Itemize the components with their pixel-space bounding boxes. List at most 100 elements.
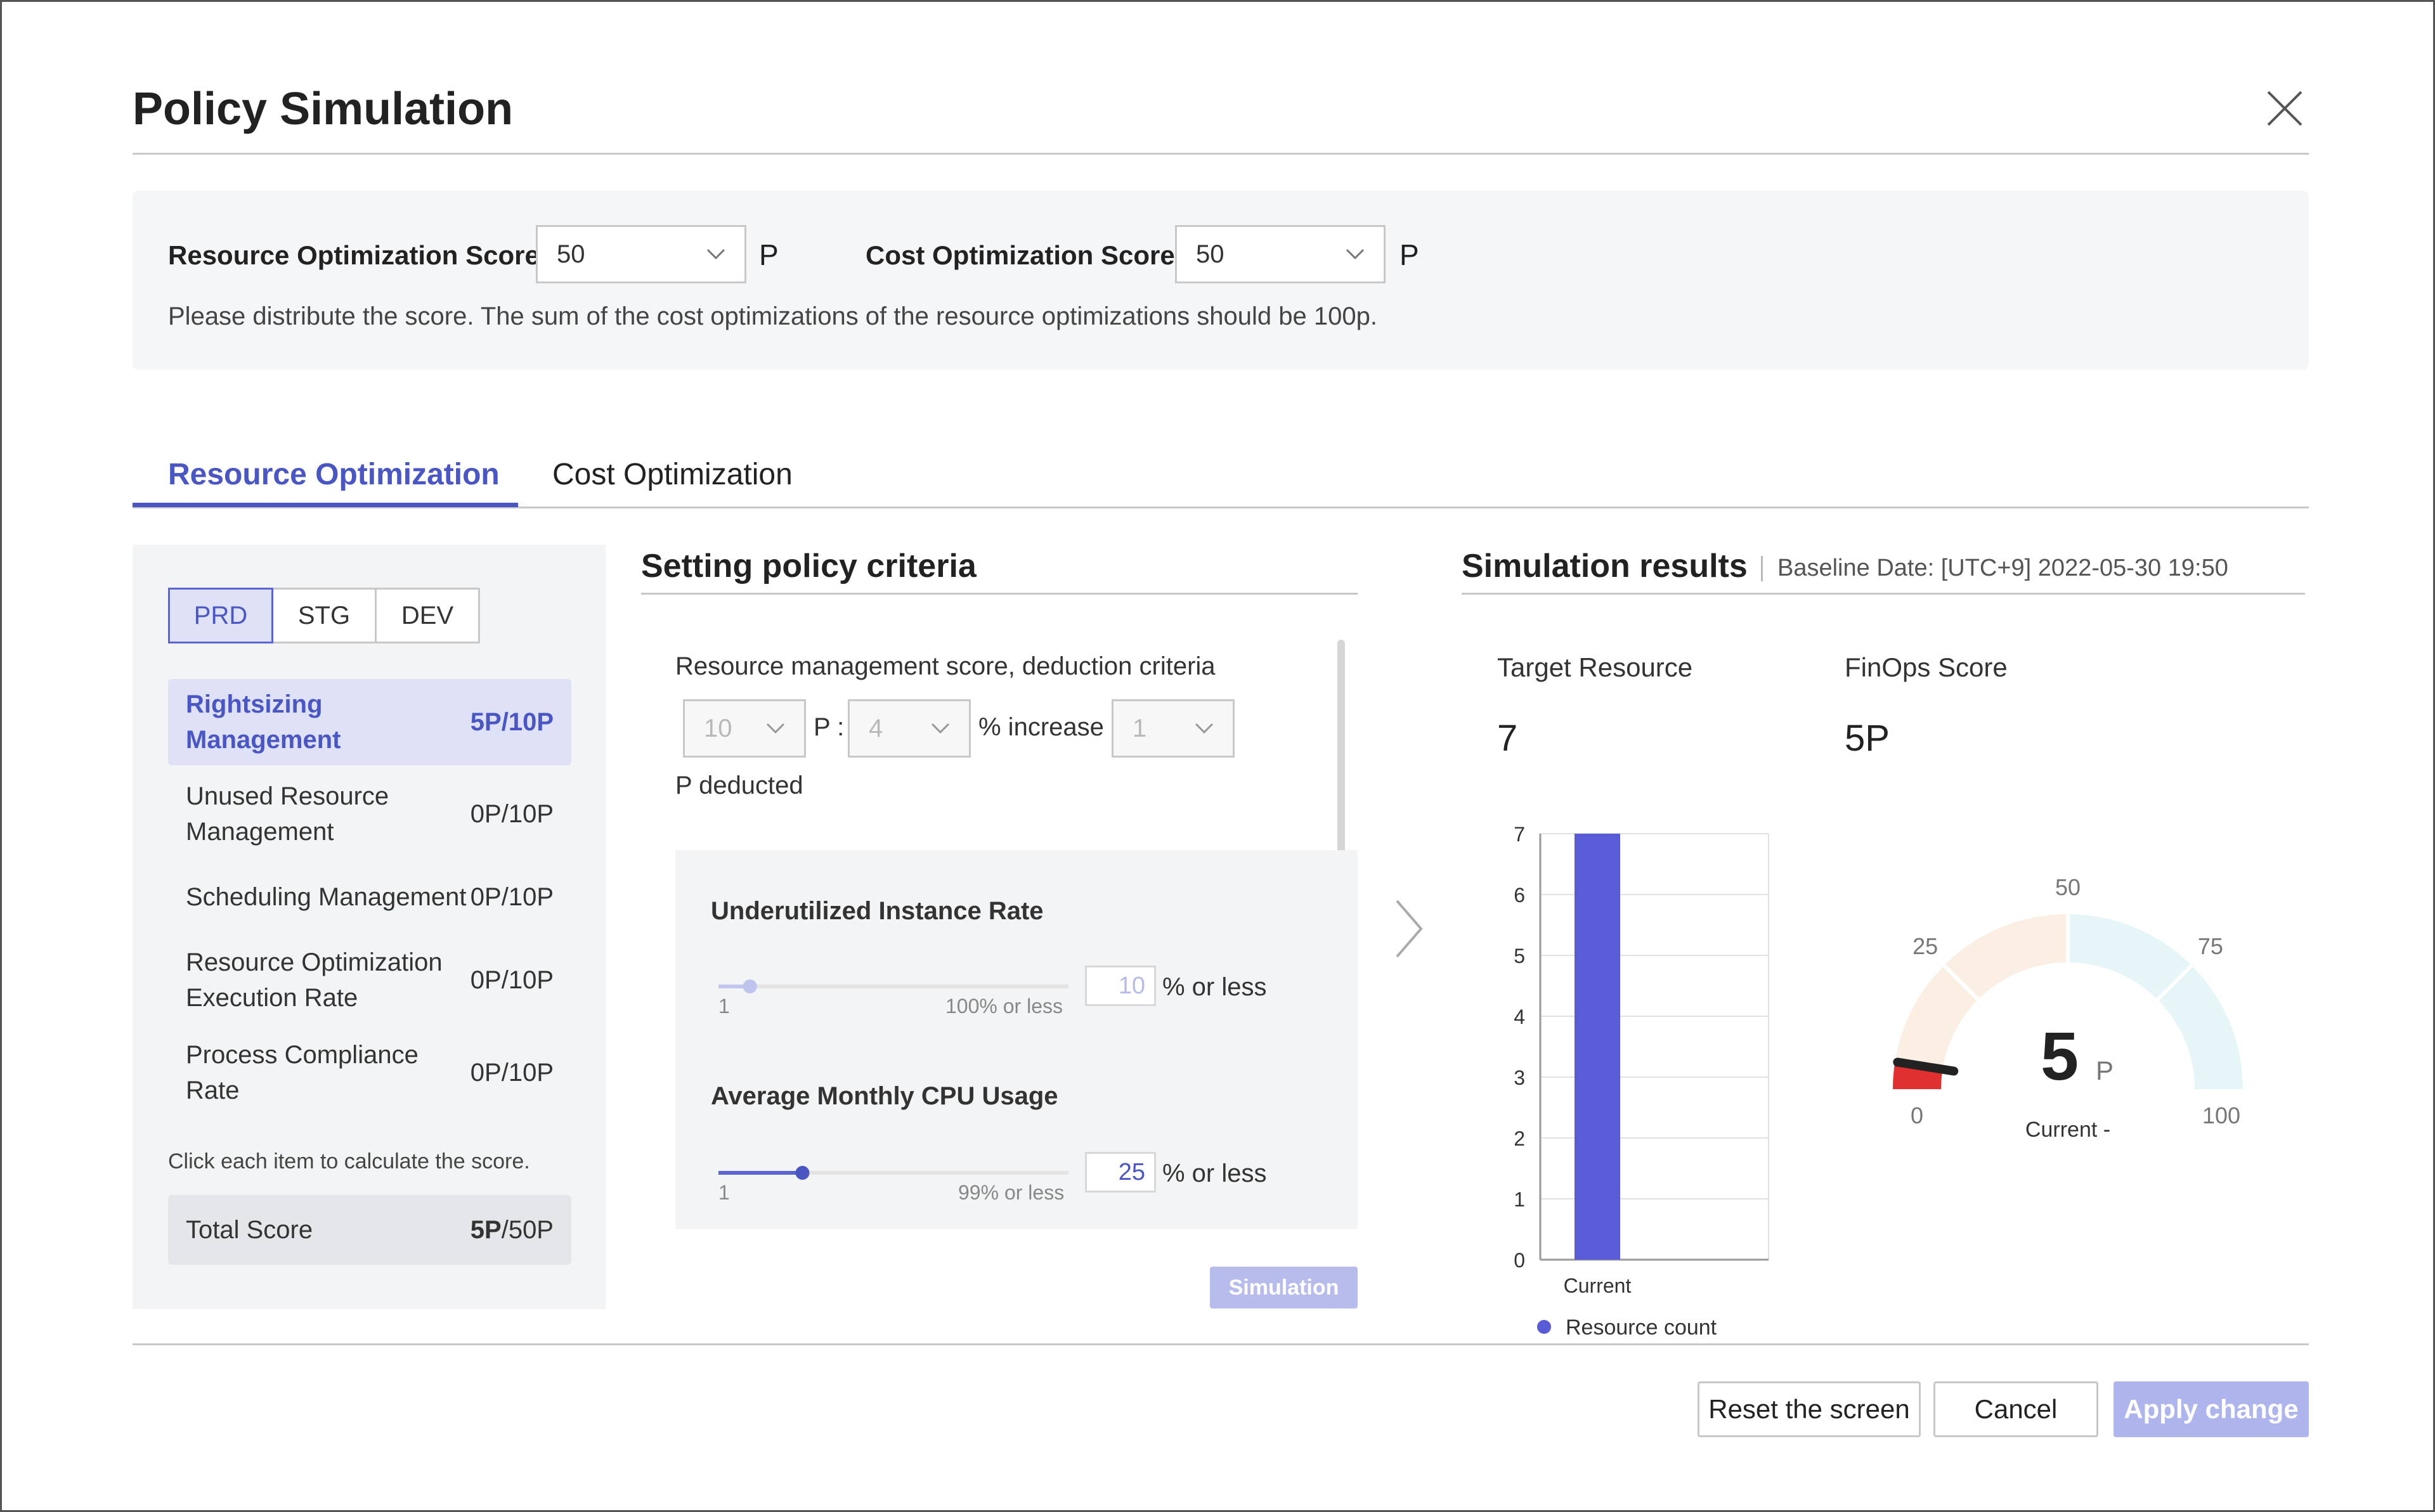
underutilized-rate-input[interactable]: 10 xyxy=(1085,966,1156,1006)
criteria-score: 5P/10P xyxy=(470,708,554,736)
criteria-name: Resource Optimization Execution Rate xyxy=(186,948,443,1012)
finops-score-label: FinOps Score xyxy=(1845,652,2008,682)
gauge-needle xyxy=(1893,1057,1959,1076)
score-note: Please distribute the score. The sum of … xyxy=(168,302,1377,330)
increase-percent-select[interactable]: 4 xyxy=(848,699,971,758)
criteria-name: Rightsizing Management xyxy=(186,690,341,754)
deduction-point-select[interactable]: 10 xyxy=(683,699,806,758)
x-tick-label: Current xyxy=(1564,1274,1632,1297)
env-dev-button[interactable]: DEV xyxy=(375,588,480,643)
y-tick-label: 6 xyxy=(1514,884,1525,907)
chevron-right-icon xyxy=(1396,900,1423,958)
y-tick-label: 4 xyxy=(1514,1005,1525,1028)
legend-dot xyxy=(1537,1320,1551,1334)
criteria-panel xyxy=(133,545,606,1309)
total-score-row: Total Score 5P/50P xyxy=(168,1195,571,1265)
resource-score-value: 50 xyxy=(557,240,585,268)
cost-score-select[interactable]: 50 xyxy=(1175,225,1386,283)
slider-max-label: 100% or less xyxy=(945,995,1063,1018)
chevron-down-icon xyxy=(1195,723,1214,734)
slider-min-label: 1 xyxy=(718,1181,730,1204)
target-resource-label: Target Resource xyxy=(1497,652,1693,682)
criteria-hint: Click each item to calculate the score. xyxy=(168,1149,530,1173)
resource-score-select[interactable]: 50 xyxy=(536,225,746,283)
gauge-tick-label: 25 xyxy=(1912,933,1938,959)
gauge-tick-label: 100 xyxy=(2202,1102,2240,1128)
criteria-item-unused-resource[interactable]: Unused Resource Management 0P/10P xyxy=(168,773,571,855)
chevron-down-icon xyxy=(766,723,785,734)
slider-track xyxy=(718,985,1068,988)
slider-max-label: 99% or less xyxy=(958,1181,1065,1204)
header-divider xyxy=(133,153,2309,155)
footer-divider xyxy=(133,1343,2309,1345)
y-tick-label: 0 xyxy=(1514,1249,1525,1272)
y-tick-label: 1 xyxy=(1514,1188,1525,1211)
cpu-usage-input[interactable]: 25 xyxy=(1085,1152,1156,1192)
criteria-item-scheduling[interactable]: Scheduling Management 0P/10P xyxy=(168,872,571,922)
gauge-tick-label: 0 xyxy=(1911,1102,1923,1128)
close-icon[interactable] xyxy=(2264,88,2305,129)
legend-label: Resource count xyxy=(1566,1315,1717,1340)
slider-handle[interactable] xyxy=(795,1166,810,1180)
policy-metrics-box xyxy=(675,850,1358,1229)
gauge-band-low xyxy=(1893,914,2068,1089)
resource-score-unit: P xyxy=(759,238,779,271)
increase-label: % increase xyxy=(978,713,1104,741)
y-tick-label: 3 xyxy=(1514,1066,1525,1089)
resource-count-chart: 0 1 2 3 4 5 6 7 Current Resource count xyxy=(1514,823,1769,1340)
gauge-band-high xyxy=(2068,914,2243,1089)
gauge-center-unit: P xyxy=(2096,1056,2114,1085)
gauge-tick-label: 50 xyxy=(2055,874,2081,900)
simulation-button[interactable]: Simulation xyxy=(1210,1267,1358,1308)
env-stg-button[interactable]: STG xyxy=(271,588,377,643)
gauge-center-value: 5 xyxy=(2041,1018,2079,1094)
cpu-usage-slider[interactable] xyxy=(718,1160,1074,1185)
finops-score-value: 5P xyxy=(1845,718,1890,759)
y-tick-label: 5 xyxy=(1514,945,1525,967)
tab-resource-optimization[interactable]: Resource Optimization xyxy=(168,458,500,491)
policy-title-divider xyxy=(641,593,1358,595)
criteria-item-rightsizing[interactable]: Rightsizing Management 5P/10P xyxy=(168,679,571,765)
y-tick-label: 2 xyxy=(1514,1127,1525,1150)
metric-title: Underutilized Instance Rate xyxy=(711,897,1044,925)
metric-suffix: % or less xyxy=(1162,973,1267,1001)
metric-title: Average Monthly CPU Usage xyxy=(711,1082,1058,1110)
criteria-name: Unused Resource Management xyxy=(186,782,389,846)
chevron-down-icon xyxy=(1346,249,1365,260)
criteria-item-execution-rate[interactable]: Resource Optimization Execution Rate 0P/… xyxy=(168,939,571,1021)
baseline-date: Baseline Date: [UTC+9] 2022-05-30 19:50 xyxy=(1777,555,2228,581)
criteria-score: 0P/10P xyxy=(470,882,554,911)
criteria-name: Scheduling Management xyxy=(186,883,467,911)
dialog-title: Policy Simulation xyxy=(133,84,514,134)
chevron-down-icon xyxy=(706,249,725,260)
slider-fill xyxy=(718,985,750,988)
deduction-point-value: 10 xyxy=(704,714,732,742)
criteria-score: 0P/10P xyxy=(470,966,554,994)
slider-fill xyxy=(718,1171,803,1175)
cost-score-unit: P xyxy=(1399,238,1419,271)
slider-handle[interactable] xyxy=(743,979,757,993)
environment-switch: PRD STG DEV xyxy=(168,588,480,643)
criteria-score: 0P/10P xyxy=(470,1058,554,1087)
bar xyxy=(1575,834,1620,1260)
underutilized-rate-slider[interactable] xyxy=(718,973,1074,998)
criteria-item-process-compliance[interactable]: Process Compliance Rate 0P/10P xyxy=(168,1031,571,1114)
results-section-title: Simulation results xyxy=(1462,548,1748,585)
cancel-button[interactable]: Cancel xyxy=(1933,1381,2098,1437)
env-prd-button[interactable]: PRD xyxy=(168,588,273,643)
results-title-divider xyxy=(1462,593,2305,595)
apply-change-button[interactable]: Apply change xyxy=(2114,1381,2309,1437)
policy-section-title: Setting policy criteria xyxy=(641,548,977,585)
metric-suffix: % or less xyxy=(1162,1160,1267,1187)
total-score-value: 5P/50P xyxy=(470,1215,554,1244)
gauge-divider xyxy=(2156,963,2194,1001)
reset-screen-button[interactable]: Reset the screen xyxy=(1698,1381,1921,1437)
y-tick-label: 7 xyxy=(1514,823,1525,846)
tabs-divider xyxy=(133,507,2309,508)
deducted-point-select[interactable]: 1 xyxy=(1112,699,1235,758)
p-colon-label: P : xyxy=(814,713,845,741)
target-resource-value: 7 xyxy=(1497,718,1518,759)
p-deducted-label: P deducted xyxy=(675,772,803,799)
tab-cost-optimization[interactable]: Cost Optimization xyxy=(552,458,793,491)
gauge-tick-label: 75 xyxy=(2198,933,2223,959)
